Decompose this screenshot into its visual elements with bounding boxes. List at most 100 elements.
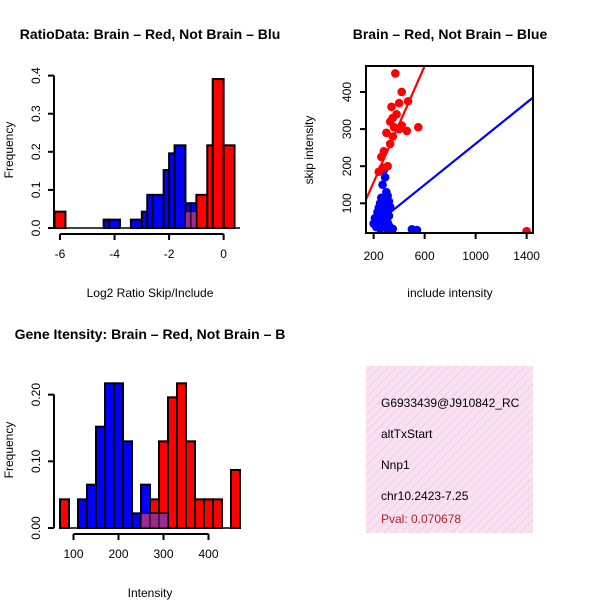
y-tick-label: 0.20 (29, 383, 43, 407)
gene-intensity-bars (59, 382, 241, 530)
not-brain-point (380, 173, 390, 182)
x-tick-label: 400 (198, 547, 218, 561)
not-brain-bar (131, 512, 142, 529)
overlap-bar (184, 211, 192, 229)
overlap-bar (190, 211, 197, 229)
not-brain-point (412, 225, 422, 233)
not-brain-bar (151, 193, 165, 230)
brain-point (382, 128, 391, 138)
info-event-type: altTxStart (381, 427, 433, 441)
intensity-scatter-title: Brain – Red, Not Brain – Blue (353, 26, 548, 42)
brain-bar (211, 78, 225, 229)
info-panel-background (366, 366, 533, 533)
not-brain-point (382, 223, 391, 233)
x-tick-label: 200 (108, 547, 128, 561)
y-tick-label: 0.3 (29, 105, 43, 122)
not-brain-fit-line (375, 96, 533, 225)
gene-intensity-xlabel: Intensity (128, 586, 173, 600)
not-brain-point (388, 224, 398, 233)
x-tick-label: -4 (109, 247, 120, 261)
brain-point (391, 69, 400, 78)
not-brain-bar (95, 425, 106, 529)
not-brain-point (378, 180, 387, 190)
brain-point (394, 98, 404, 108)
intensity-scatter-ylabel: skip intensity (302, 116, 316, 185)
not-brain-bar (129, 218, 143, 230)
y-tick-label: 200 (340, 156, 354, 176)
brain-point (403, 96, 413, 106)
brain-point (374, 167, 384, 177)
not-brain-bar (122, 440, 133, 530)
info-probe-id: G6933439@J910842_RC (381, 396, 520, 410)
ratio-histogram-ticks: -6 -4 -2 0 0.0 0.1 0.2 0.3 0.4 (29, 67, 227, 261)
not-brain-bar (77, 498, 88, 530)
brain-bar (167, 396, 178, 530)
info-panel: G6933439@J910842_RC altTxStart Nnp1 chr1… (366, 366, 533, 533)
not-brain-bar (104, 382, 115, 530)
brain-point (385, 139, 395, 149)
brain-bar (185, 440, 196, 530)
intensity-scatter: Brain – Red, Not Brain – Blue 200 600 1000… (302, 26, 547, 300)
ratio-histogram-ylabel: Frequency (2, 122, 16, 179)
brain-point (394, 124, 404, 134)
y-tick-label: 0.4 (29, 67, 43, 84)
gene-intensity-ylabel: Frequency (2, 422, 16, 479)
brain-point (387, 102, 396, 112)
x-tick-label: -2 (164, 247, 175, 261)
brain-point (376, 152, 386, 162)
y-tick-label: 300 (340, 119, 354, 139)
x-tick-label: 100 (63, 547, 83, 561)
brain-bar (194, 498, 205, 530)
ratio-histogram-title: RatioData: Brain – Red, Not Brain – Blu (20, 26, 281, 42)
overlap-bar (158, 512, 169, 529)
ratio-histogram: RatioData: Brain – Red, Not Brain – Blu … (2, 26, 280, 300)
brain-point (402, 126, 412, 136)
x-tick-label: 1400 (513, 249, 540, 263)
brain-point (522, 226, 531, 233)
brain-bar (53, 210, 67, 230)
intensity-scatter-frame (365, 65, 534, 234)
brain-point (388, 132, 398, 141)
info-location: chr10.2423-7.25 (381, 489, 469, 503)
info-pval: Pval: 0.070678 (381, 512, 461, 526)
x-tick-label: 600 (415, 249, 435, 263)
intensity-scatter-plot (366, 66, 533, 233)
x-tick-label: -6 (55, 247, 66, 261)
y-tick-label: 100 (340, 193, 354, 213)
gene-intensity-ticks: 100 200 300 400 0.00 0.10 0.20 (29, 383, 219, 561)
intensity-scatter-ticks: 200 600 1000 1400 100 200 300 400 (340, 82, 540, 263)
ratio-histogram-xlabel: Log2 Ratio Skip/Include (87, 286, 214, 300)
brain-bar (59, 498, 70, 530)
y-tick-label: 0.00 (29, 516, 43, 540)
overlap-bar (140, 512, 151, 529)
brain-fit-line (366, 66, 426, 201)
gene-intensity-histogram: Gene Itensity: Brain – Red, Not Brain – … (2, 326, 285, 600)
x-tick-label: 0 (220, 247, 227, 261)
brain-bar (195, 193, 209, 230)
gene-intensity-title: Gene Itensity: Brain – Red, Not Brain – … (15, 326, 286, 342)
y-tick-label: 0.1 (29, 181, 43, 198)
brain-bar (212, 498, 223, 530)
x-tick-label: 300 (153, 547, 173, 561)
brain-point (397, 87, 406, 97)
not-brain-bar (173, 144, 187, 229)
overlap-bar (149, 512, 160, 529)
x-tick-label: 1000 (462, 249, 489, 263)
not-brain-point (375, 224, 385, 233)
info-gene-name: Nnp1 (381, 458, 410, 472)
y-tick-label: 0.10 (29, 449, 43, 473)
not-brain-bar (86, 483, 97, 529)
intensity-scatter-xlabel: include intensity (407, 286, 492, 300)
not-brain-bar (108, 218, 122, 230)
brain-bar (176, 382, 187, 530)
y-tick-label: 400 (340, 82, 354, 102)
y-tick-label: 0.2 (29, 143, 43, 160)
brain-bar (222, 144, 236, 229)
ratio-histogram-bars (53, 78, 240, 230)
brain-bar (203, 498, 214, 530)
not-brain-bar (113, 382, 124, 530)
brain-bar (230, 469, 241, 529)
x-tick-label: 200 (364, 249, 384, 263)
brain-point (413, 122, 423, 132)
